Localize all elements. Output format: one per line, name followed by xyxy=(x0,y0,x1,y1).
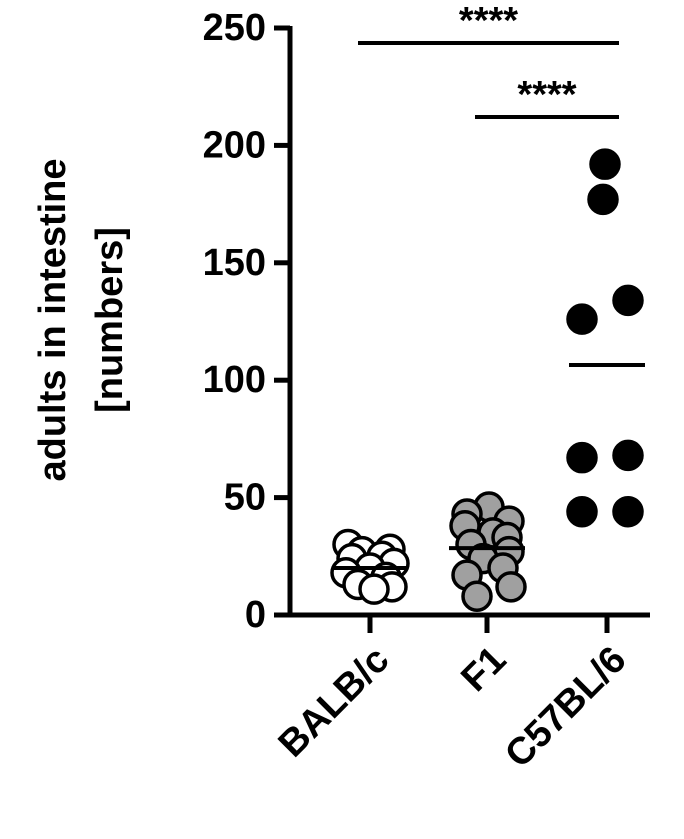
dot xyxy=(589,148,621,180)
x-tick-label: C57BL/6 xyxy=(497,639,634,776)
y-tick-label: 50 xyxy=(224,477,266,519)
dot xyxy=(358,573,390,605)
dot xyxy=(612,284,644,317)
dot xyxy=(612,495,644,528)
significance-label: **** xyxy=(459,0,518,42)
x-tick-label: BALB/c xyxy=(271,639,398,766)
dot xyxy=(566,441,598,474)
dot xyxy=(495,571,527,603)
dot xyxy=(461,580,493,612)
y-tick-label: 0 xyxy=(245,594,266,636)
dot xyxy=(566,495,598,528)
y-tick-label: 200 xyxy=(203,124,266,166)
y-axis-label: adults in intestine xyxy=(32,158,74,481)
x-tick-label: F1 xyxy=(453,639,514,700)
dot xyxy=(566,303,598,335)
y-axis-label: [numbers] xyxy=(89,227,131,413)
dot xyxy=(587,183,619,216)
dot xyxy=(612,439,644,472)
y-tick-label: 100 xyxy=(203,359,266,401)
y-tick-label: 150 xyxy=(203,242,266,284)
significance-label: **** xyxy=(517,74,576,116)
y-tick-label: 250 xyxy=(203,7,266,49)
